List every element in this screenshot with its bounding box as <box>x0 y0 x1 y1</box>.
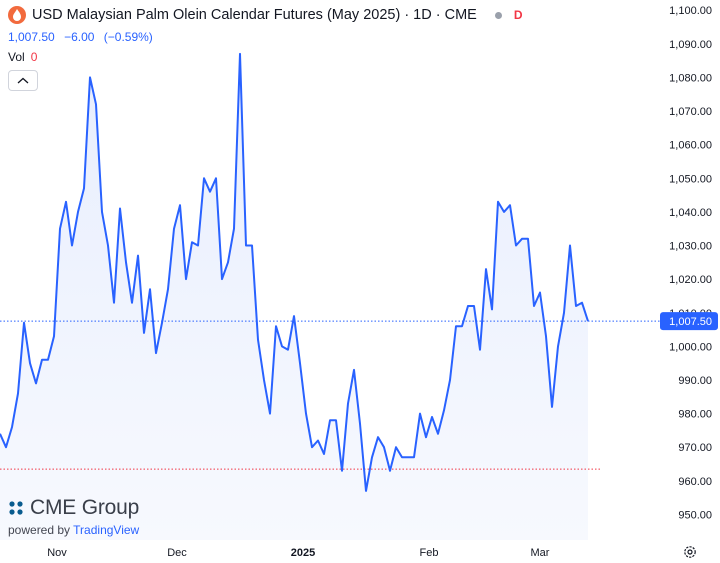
price-change-percent: (−0.59%) <box>103 30 153 44</box>
volume-label: Vol <box>8 50 25 64</box>
x-tick-label: 2025 <box>291 547 315 559</box>
price-tag-label: 1,007.50 <box>669 316 712 328</box>
price-area-fill <box>0 53 588 541</box>
settings-gear-icon[interactable] <box>683 545 697 559</box>
y-tick-label: 1,050.00 <box>669 173 712 185</box>
flame-icon <box>8 6 26 24</box>
x-tick-label: Nov <box>47 547 67 559</box>
y-tick-label: 1,000.00 <box>669 341 712 353</box>
volume-value: 0 <box>30 50 38 64</box>
x-tick-label: Dec <box>167 547 187 559</box>
collapse-legend-button[interactable] <box>8 70 38 91</box>
delayed-data-badge[interactable]: D <box>513 8 523 22</box>
price-change: −6.00 <box>64 30 95 44</box>
price-tag-background <box>660 312 718 331</box>
symbol-title[interactable]: USD Malaysian Palm Olein Calendar Future… <box>32 7 477 23</box>
x-tick-label: Mar <box>531 547 550 559</box>
chevron-up-icon <box>17 77 29 83</box>
quote-line: 1,007.50 −6.00 (−0.59%) <box>8 30 159 44</box>
volume-legend: Vol 0 <box>8 50 37 64</box>
y-tick-label: 1,030.00 <box>669 241 712 253</box>
y-tick-label: 1,090.00 <box>669 39 712 51</box>
price-series-line[interactable] <box>0 52 589 492</box>
brand-name: CME Group <box>30 496 140 519</box>
y-tick-label: 980.00 <box>678 409 712 421</box>
y-tick-label: 1,070.00 <box>669 106 712 118</box>
brand-watermark: CME Group powered by TradingView <box>8 496 139 537</box>
last-price: 1,007.50 <box>8 30 55 44</box>
tradingview-link[interactable]: TradingView <box>73 523 140 537</box>
price-axis[interactable]: 950.00 960.00 970.00 980.00 990.00 1,000.00 1,… <box>669 5 712 521</box>
y-tick-label: 1,020.00 <box>669 274 712 286</box>
chart-header: USD Malaysian Palm Olein Calendar Future… <box>8 6 523 24</box>
y-tick-label: 960.00 <box>678 476 712 488</box>
y-tick-label: 1,040.00 <box>669 207 712 219</box>
y-tick-label: 950.00 <box>678 509 712 521</box>
y-tick-label: 1,100.00 <box>669 5 712 17</box>
cme-logo-icon <box>9 501 23 515</box>
last-price-tag: 1,007.50 <box>660 312 718 331</box>
market-status-dot <box>494 11 502 19</box>
x-tick-label: Feb <box>420 547 439 559</box>
time-axis[interactable]: Nov Dec 2025 Feb Mar <box>47 547 550 559</box>
y-tick-label: 990.00 <box>678 375 712 387</box>
powered-by: powered by TradingView <box>8 523 140 537</box>
y-tick-label: 970.00 <box>678 442 712 454</box>
y-tick-label: 1,060.00 <box>669 140 712 152</box>
y-tick-label: 1,080.00 <box>669 72 712 84</box>
